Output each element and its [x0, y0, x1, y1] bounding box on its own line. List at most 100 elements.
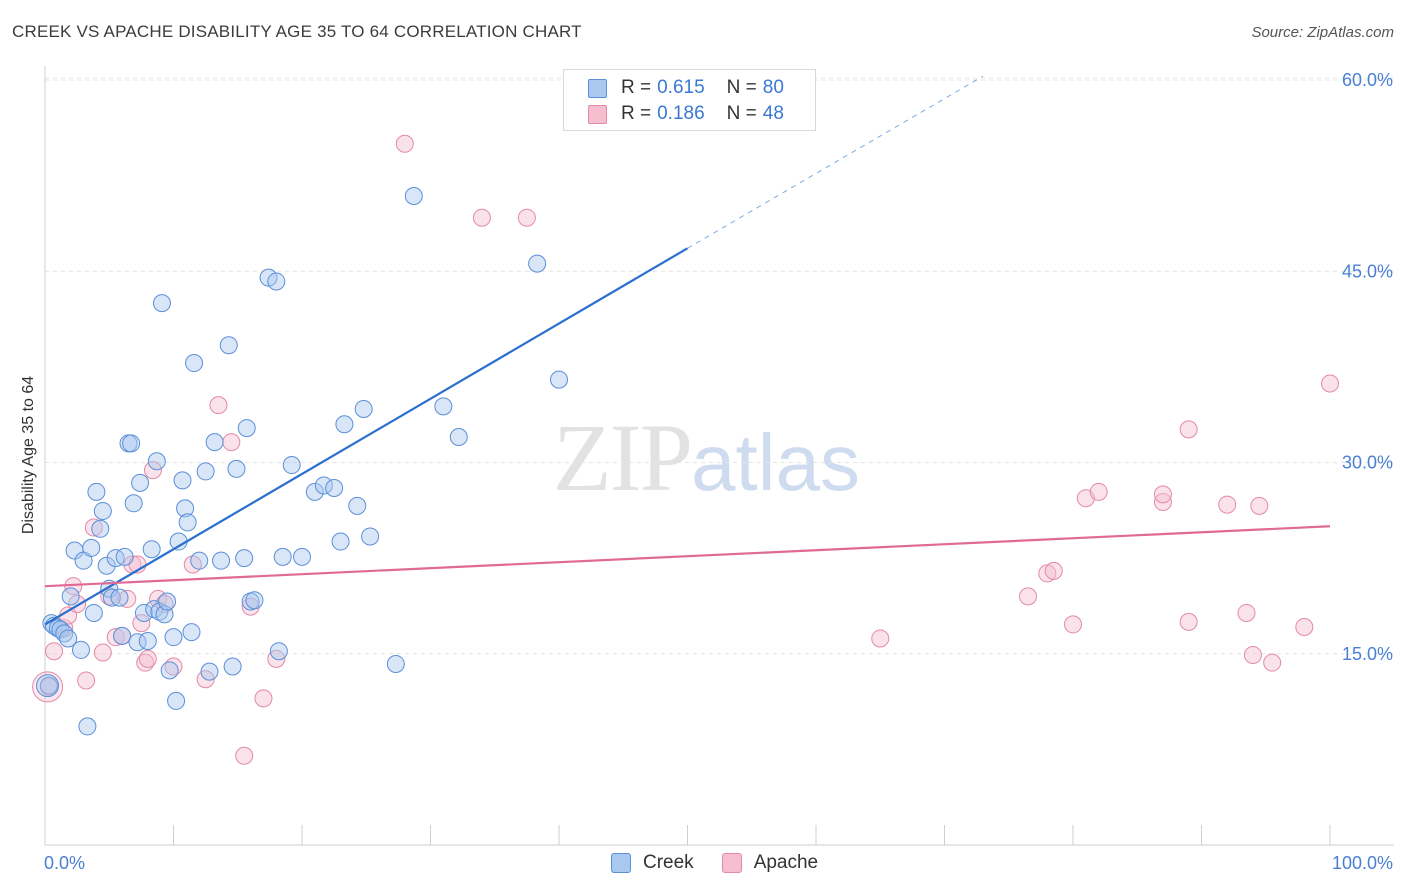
apache-point	[209, 396, 228, 415]
apache-point	[395, 134, 414, 153]
creek-point	[348, 496, 367, 515]
apache-point	[1089, 482, 1108, 501]
apache-point	[1237, 603, 1256, 622]
apache-point	[472, 208, 491, 227]
creek-point	[84, 603, 103, 622]
apache-point	[143, 461, 162, 480]
creek-point	[152, 294, 171, 313]
apache-swatch	[721, 853, 742, 873]
creek-point	[212, 551, 231, 570]
creek-point	[267, 272, 286, 291]
creek-point	[91, 519, 110, 538]
creek-swatch	[611, 853, 631, 873]
watermark-zip: ZIP	[553, 404, 693, 511]
creek-point	[71, 640, 90, 659]
creek-point	[158, 592, 177, 611]
creek-point	[200, 662, 219, 681]
creek-point	[59, 629, 78, 648]
creek-point	[185, 354, 204, 373]
creek-swatch	[588, 78, 607, 98]
legend-item-creek[interactable]: Creek	[611, 852, 694, 874]
legend-r-value: 0.186	[657, 103, 705, 124]
creek-point	[131, 473, 150, 492]
apache-point	[235, 746, 254, 765]
y-axis-label: Disability Age 35 to 64	[20, 376, 37, 534]
legend-n-value: 48	[762, 103, 784, 124]
apache-point	[93, 643, 112, 662]
creek-point	[78, 717, 97, 736]
creek-trend-extension	[687, 75, 984, 249]
creek-point	[219, 336, 238, 355]
legend-row-apache: R = 0.186 N = 48	[588, 102, 784, 126]
apache-point	[1295, 617, 1314, 636]
creek-point	[404, 187, 423, 206]
creek-point	[305, 482, 324, 501]
creek-point	[102, 588, 121, 607]
apache-point	[871, 629, 890, 648]
creek-point	[335, 415, 354, 434]
legend-creek-label: Creek	[643, 852, 694, 873]
y-tick-label: 45.0%	[1342, 261, 1393, 281]
apache-point	[1243, 646, 1262, 665]
creek-point	[82, 538, 101, 557]
apache-point	[138, 649, 157, 668]
trend-lines	[44, 75, 1331, 626]
apache-point	[132, 614, 151, 633]
chart-title: CREEK VS APACHE DISABILITY AGE 35 TO 64 …	[12, 22, 582, 41]
x-tick-label: 0.0%	[44, 853, 85, 873]
creek-point	[205, 433, 224, 452]
apache-point	[517, 208, 536, 227]
creek-point	[160, 661, 179, 680]
creek-point	[190, 551, 209, 570]
creek-point	[434, 397, 453, 416]
creek-point	[93, 501, 112, 520]
creek-point	[150, 602, 169, 621]
creek-point-large	[36, 674, 60, 698]
legend-r-label: R =	[621, 77, 652, 98]
creek-point	[528, 254, 547, 273]
apache-swatch	[588, 104, 607, 124]
axes	[44, 66, 1394, 846]
y-tick-label: 60.0%	[1342, 70, 1393, 90]
legend-n-value: 80	[762, 77, 784, 98]
apache-point	[1153, 493, 1172, 512]
apache-point	[1153, 485, 1172, 504]
creek-point	[122, 434, 141, 453]
creek-point	[164, 628, 183, 647]
creek-point	[173, 471, 192, 490]
legend-n-label: N =	[726, 77, 757, 98]
apache-trend-line	[44, 525, 1331, 588]
creek-point	[449, 428, 468, 446]
apache-point	[1044, 561, 1063, 580]
stats-legend: R = 0.615 N = 80 R = 0.186 N = 48	[563, 69, 816, 131]
creek-point	[325, 479, 344, 497]
legend-r-label: R =	[621, 103, 652, 124]
creek-point	[331, 532, 350, 551]
apache-point	[1064, 615, 1082, 634]
apache-point	[84, 518, 103, 537]
legend-r-value: 0.615	[657, 77, 705, 98]
apache-point	[118, 589, 137, 608]
creek-point	[178, 513, 197, 532]
creek-points	[36, 110, 628, 736]
tick-labels: 15.0% 30.0% 45.0% 60.0% 0.0% 100.0%	[44, 70, 1393, 873]
legend-item-apache[interactable]: Apache	[721, 852, 819, 874]
legend-row-creek: R = 0.615 N = 80	[588, 76, 784, 100]
apache-point	[1263, 653, 1282, 672]
creek-point	[61, 587, 80, 606]
y-tick-label: 30.0%	[1342, 453, 1393, 473]
apache-point	[1179, 420, 1198, 439]
source-label: Source: ZipAtlas.com	[1251, 24, 1394, 41]
series-legend: Creek Apache	[611, 852, 846, 874]
legend-apache-label: Apache	[753, 852, 819, 873]
creek-point	[138, 632, 157, 650]
creek-trend-line	[44, 247, 689, 626]
creek-point	[142, 540, 161, 559]
creek-point	[282, 456, 301, 475]
creek-point	[245, 591, 264, 610]
apache-point	[1321, 374, 1339, 393]
apache-point	[77, 671, 96, 690]
creek-point	[361, 527, 380, 546]
creek-point	[314, 476, 333, 495]
